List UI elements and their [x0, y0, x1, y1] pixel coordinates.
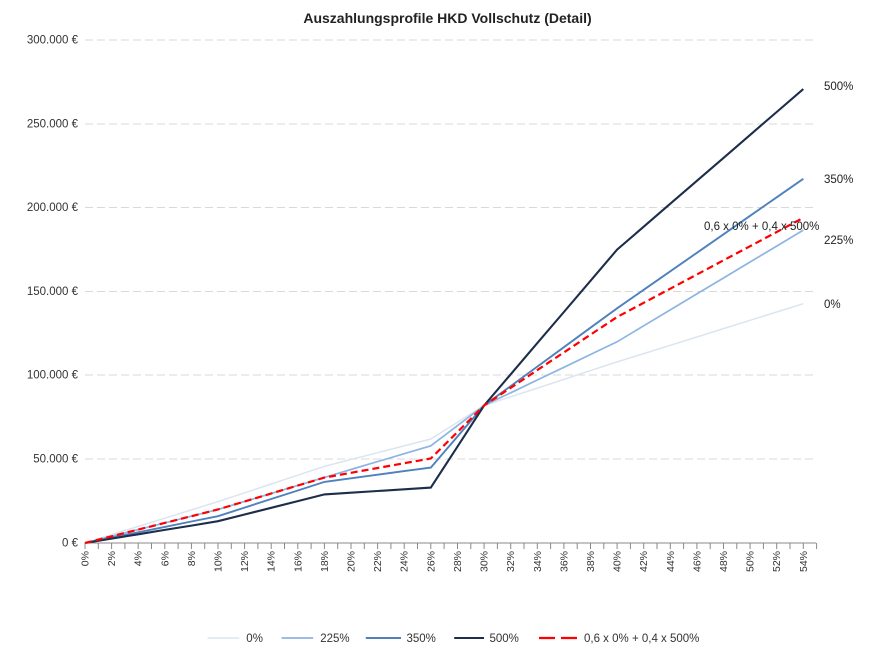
svg-text:10%: 10%: [213, 551, 225, 572]
svg-text:12%: 12%: [239, 551, 251, 572]
svg-text:0%: 0%: [246, 633, 263, 645]
svg-text:54%: 54%: [798, 551, 810, 572]
svg-text:18%: 18%: [319, 551, 331, 572]
svg-text:14%: 14%: [266, 551, 278, 572]
svg-text:20%: 20%: [346, 551, 358, 572]
svg-text:50%: 50%: [745, 551, 757, 572]
svg-text:0%: 0%: [80, 551, 92, 566]
svg-text:22%: 22%: [372, 551, 384, 572]
svg-text:0,6 x 0% + 0,4 x 500%: 0,6 x 0% + 0,4 x 500%: [704, 221, 819, 233]
svg-text:34%: 34%: [532, 551, 544, 572]
svg-text:32%: 32%: [505, 551, 517, 572]
svg-text:350%: 350%: [407, 633, 436, 645]
svg-text:350%: 350%: [824, 174, 853, 186]
svg-text:52%: 52%: [771, 551, 783, 572]
svg-text:500%: 500%: [824, 81, 853, 93]
svg-text:225%: 225%: [824, 235, 853, 247]
svg-text:42%: 42%: [638, 551, 650, 572]
svg-text:30%: 30%: [479, 551, 491, 572]
svg-text:24%: 24%: [399, 551, 411, 572]
svg-text:225%: 225%: [320, 633, 349, 645]
svg-text:500%: 500%: [490, 633, 519, 645]
svg-text:0 €: 0 €: [62, 538, 79, 550]
svg-text:16%: 16%: [292, 551, 304, 572]
svg-text:48%: 48%: [718, 551, 730, 572]
svg-text:36%: 36%: [558, 551, 570, 572]
svg-text:300.000 €: 300.000 €: [27, 35, 79, 47]
svg-text:50.000 €: 50.000 €: [33, 454, 78, 466]
svg-text:0%: 0%: [824, 299, 841, 311]
svg-text:28%: 28%: [452, 551, 464, 572]
svg-text:6%: 6%: [159, 551, 171, 566]
svg-text:8%: 8%: [186, 551, 198, 566]
svg-text:0,6 x 0% + 0,4 x 500%: 0,6 x 0% + 0,4 x 500%: [584, 633, 699, 645]
svg-text:250.000 €: 250.000 €: [27, 119, 79, 131]
svg-text:46%: 46%: [691, 551, 703, 572]
svg-text:2%: 2%: [106, 551, 118, 566]
svg-text:44%: 44%: [665, 551, 677, 572]
svg-text:40%: 40%: [612, 551, 624, 572]
svg-text:26%: 26%: [425, 551, 437, 572]
svg-text:38%: 38%: [585, 551, 597, 572]
svg-text:4%: 4%: [133, 551, 145, 566]
svg-text:100.000 €: 100.000 €: [27, 370, 79, 382]
svg-text:150.000 €: 150.000 €: [27, 286, 79, 298]
svg-text:200.000 €: 200.000 €: [27, 202, 79, 214]
